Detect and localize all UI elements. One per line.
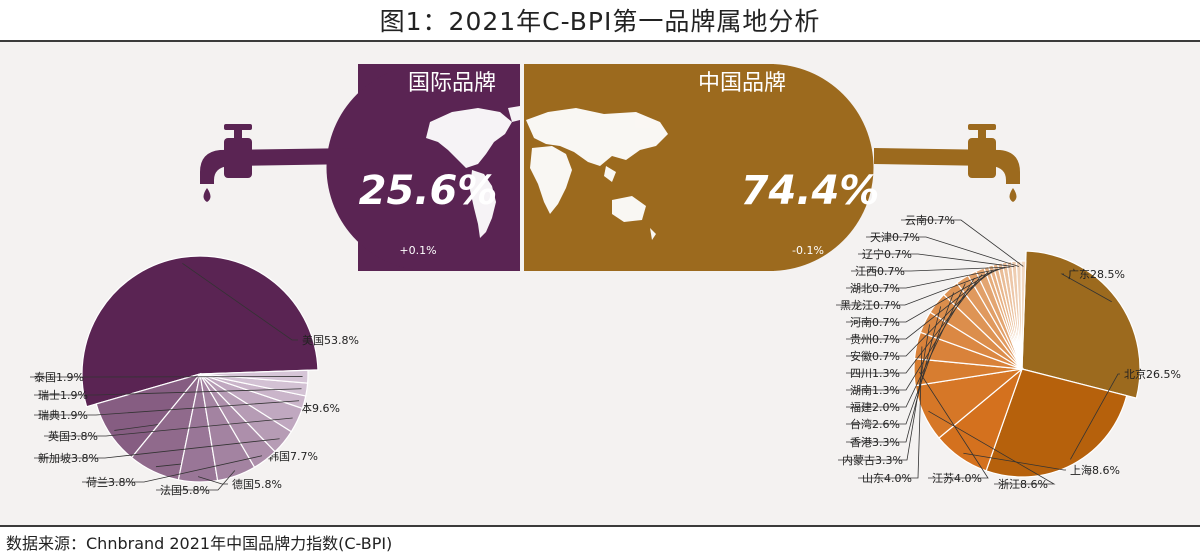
international-label: 国际品牌: [408, 71, 496, 96]
chart-title: 图1：2021年C-BPI第一品牌属地分析: [380, 2, 821, 38]
pie-label: 山东4.0%: [862, 472, 912, 485]
international-pie: 美国53.8%日本9.6%韩国7.7%德国5.8%法国5.8%荷兰3.8%新加坡…: [30, 256, 359, 497]
chart-stage: 国际品牌 中国品牌 25.6% 74.4% +0.1% -0.1% 美国53.8…: [0, 42, 1200, 525]
pie-label: 湖北0.7%: [850, 282, 900, 295]
pie-label: 香港3.3%: [850, 436, 900, 449]
pie-label: 上海8.6%: [1070, 463, 1120, 477]
china-label: 中国品牌: [698, 71, 786, 96]
pie-label: 四川1.3%: [850, 367, 900, 380]
pie-label: 云南0.7%: [905, 214, 955, 227]
pie-label: 福建2.0%: [850, 400, 900, 414]
international-value: 25.6%: [359, 168, 498, 214]
pie-label: 泰国1.9%: [34, 370, 84, 384]
pie-label: 广东28.5%: [1068, 268, 1125, 281]
pie-label: 荷兰3.8%: [86, 476, 136, 489]
pie-label: 内蒙古3.3%: [842, 453, 903, 467]
share-capsule: 国际品牌 中国品牌 25.6% 74.4% +0.1% -0.1%: [326, 64, 879, 271]
pie-label: 河南0.7%: [850, 316, 900, 329]
china-pie: 广东28.5% 北京26.5% 上海8.6% 浙江8.6% 江苏4.0% 山东4.0% 内蒙…: [836, 214, 1181, 491]
pie-label: 法国5.8%: [160, 483, 210, 497]
pie-label: 黑龙江0.7%: [840, 299, 901, 312]
international-change: +0.1%: [399, 244, 436, 257]
source-note: 数据来源：Chnbrand 2021年中国品牌力指数(C-BPI): [6, 530, 392, 554]
pie-label: 江西0.7%: [855, 265, 905, 278]
title-bar: 图1：2021年C-BPI第一品牌属地分析: [0, 0, 1200, 42]
pie-label: 湖南1.3%: [850, 384, 900, 397]
pie-label: 贵州0.7%: [850, 333, 900, 346]
pie-label: 英国3.8%: [48, 429, 98, 443]
pie-label: 辽宁0.7%: [862, 247, 912, 261]
footer: 数据来源：Chnbrand 2021年中国品牌力指数(C-BPI): [0, 525, 1200, 556]
pie-label: 天津0.7%: [870, 231, 920, 244]
china-value: 74.4%: [741, 168, 880, 214]
pie-label: 瑞士1.9%: [38, 388, 88, 402]
pie-label: 北京26.5%: [1124, 367, 1181, 381]
faucet-icon: [874, 124, 1020, 202]
pie-label: 瑞典1.9%: [38, 408, 88, 422]
pie-label: 江苏4.0%: [932, 472, 982, 485]
pie-label: 安徽0.7%: [850, 349, 900, 363]
china-change: -0.1%: [792, 244, 824, 257]
pie-label: 德国5.8%: [232, 477, 282, 491]
pie-label: 台湾2.6%: [850, 417, 900, 431]
pie-label: 美国53.8%: [302, 334, 359, 347]
pie-label: 浙江8.6%: [998, 478, 1048, 491]
pie-label: 新加坡3.8%: [38, 451, 99, 465]
